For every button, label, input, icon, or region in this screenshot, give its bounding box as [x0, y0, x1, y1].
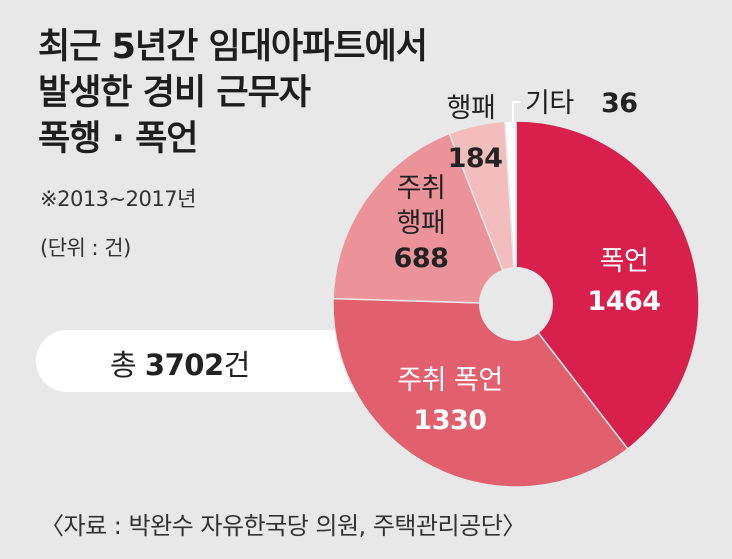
- total-prefix: 총: [110, 348, 137, 382]
- slice-label-other-value: 36: [601, 88, 638, 119]
- slice-label-disorder-value: 184: [448, 143, 503, 174]
- period-note: ※2013~2017년: [40, 187, 196, 211]
- slice-label-drunk-disorder-name-0: 주취: [397, 173, 446, 204]
- slice-label-disorder-name: 행패: [447, 93, 496, 124]
- slice-label-drunk-disorder-name-1: 행패: [397, 208, 446, 239]
- title-line-3: 폭행 · 폭언: [38, 119, 198, 159]
- title-line-1: 최근 5년간 임대아파트에서: [38, 27, 428, 67]
- chart-title: 최근 5년간 임대아파트에서 발생한 경비 근무자 폭행 · 폭언: [38, 24, 428, 162]
- slice-label-verbal-abuse-name-0: 폭언: [600, 246, 649, 277]
- unit-note: (단위 : 건): [40, 236, 131, 260]
- slice-label-drunk-verbal-abuse-name-0: 주취 폭언: [397, 365, 502, 396]
- total-label: 총 3702건: [110, 342, 250, 384]
- source-note: 〈자료 : 박완수 자유한국당 의원, 주택관리공단〉: [40, 512, 526, 540]
- slice-label-drunk-disorder-value: 688: [394, 243, 449, 274]
- total-value: 3702: [144, 348, 224, 382]
- slice-other: [504, 120, 517, 305]
- slice-label-drunk-verbal-abuse-value: 1330: [413, 405, 486, 436]
- total-suffix: 건: [223, 348, 251, 382]
- slice-label-other-name: 기타: [525, 88, 574, 119]
- slice-label-verbal-abuse-value: 1464: [587, 286, 660, 317]
- donut-hole: [479, 267, 553, 341]
- slice-verbal-abuse: [515, 120, 700, 450]
- leader-line-other: [512, 101, 521, 128]
- title-line-2: 발생한 경비 근무자: [38, 73, 311, 113]
- slice-drunk-verbal-abuse: [332, 297, 629, 488]
- slice-drunk-disorder: [332, 132, 518, 305]
